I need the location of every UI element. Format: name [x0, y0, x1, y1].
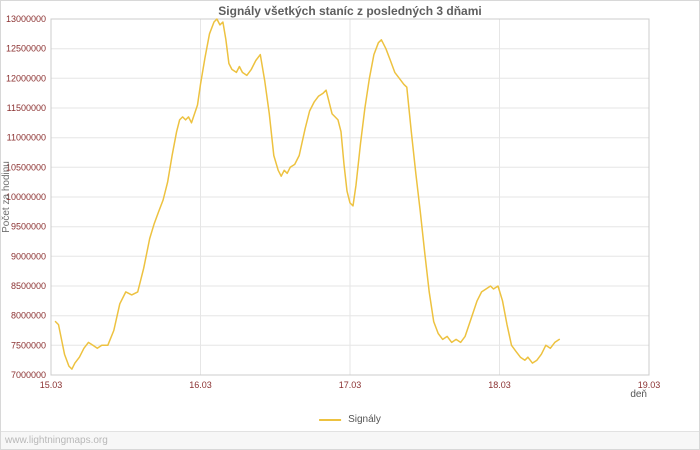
- svg-text:12000000: 12000000: [6, 73, 46, 83]
- svg-text:17.03: 17.03: [339, 380, 362, 390]
- legend-line-swatch: [319, 418, 342, 421]
- svg-text:12500000: 12500000: [6, 44, 46, 54]
- svg-text:11500000: 11500000: [7, 103, 46, 113]
- y-axis-label: Počet za hodinu: [1, 161, 12, 233]
- svg-text:7500000: 7500000: [11, 340, 46, 350]
- chart-title: Signály všetkých staníc z posledných 3 d…: [218, 4, 482, 18]
- x-axis-label: deň: [630, 389, 647, 400]
- svg-text:19.03: 19.03: [638, 380, 661, 390]
- svg-text:18.03: 18.03: [488, 380, 511, 390]
- svg-text:10500000: 10500000: [6, 162, 46, 172]
- watermark-link[interactable]: www.lightningmaps.org: [5, 435, 108, 446]
- svg-text:16.03: 16.03: [189, 380, 212, 390]
- svg-text:9000000: 9000000: [11, 251, 46, 261]
- svg-text:9500000: 9500000: [11, 222, 46, 232]
- svg-text:8000000: 8000000: [11, 311, 46, 321]
- svg-text:8500000: 8500000: [11, 281, 46, 291]
- svg-text:15.03: 15.03: [40, 380, 63, 390]
- svg-text:11000000: 11000000: [7, 133, 46, 143]
- chart-legend: Signály: [319, 414, 381, 425]
- footer-bar: www.lightningmaps.org: [1, 431, 699, 449]
- svg-text:13000000: 13000000: [6, 14, 46, 24]
- svg-text:7000000: 7000000: [11, 370, 46, 380]
- legend-series-label: Signály: [348, 414, 381, 425]
- svg-text:10000000: 10000000: [6, 192, 46, 202]
